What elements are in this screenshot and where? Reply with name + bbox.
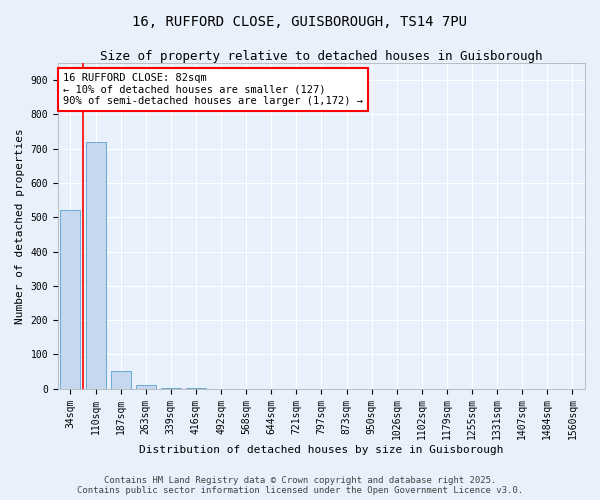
Bar [61, 210, 80, 388]
Text: Contains HM Land Registry data © Crown copyright and database right 2025.
Contai: Contains HM Land Registry data © Crown c… [77, 476, 523, 495]
Text: 16 RUFFORD CLOSE: 82sqm
← 10% of detached houses are smaller (127)
90% of semi-d: 16 RUFFORD CLOSE: 82sqm ← 10% of detache… [63, 73, 363, 106]
X-axis label: Distribution of detached houses by size in Guisborough: Distribution of detached houses by size … [139, 445, 504, 455]
Bar [110, 372, 131, 388]
Title: Size of property relative to detached houses in Guisborough: Size of property relative to detached ho… [100, 50, 543, 63]
Text: 16, RUFFORD CLOSE, GUISBOROUGH, TS14 7PU: 16, RUFFORD CLOSE, GUISBOROUGH, TS14 7PU [133, 15, 467, 29]
Bar [86, 142, 106, 388]
Bar [136, 385, 156, 388]
Y-axis label: Number of detached properties: Number of detached properties [15, 128, 25, 324]
